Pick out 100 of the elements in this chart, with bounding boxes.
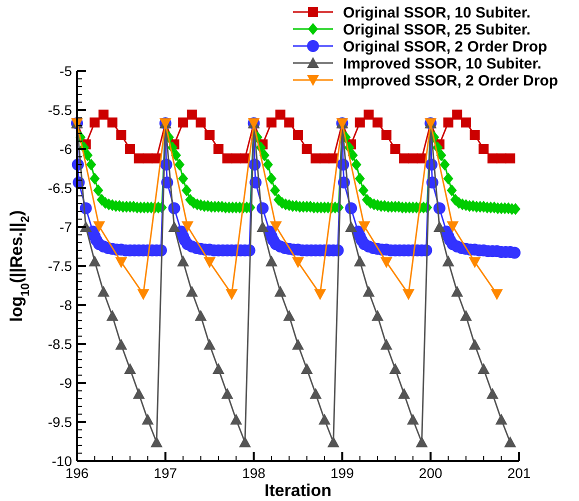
point [300,362,313,374]
point [177,255,190,266]
y-tick-label: -5.5 [48,102,72,118]
y-tick-label: -6 [60,140,72,157]
point [186,286,198,297]
point [221,388,234,399]
x-tick-label: 197 [154,465,178,481]
point [132,388,145,399]
point [358,221,370,232]
x-tick-label: 201 [507,465,531,481]
point [372,310,384,321]
point [354,117,365,128]
point [186,110,197,120]
point [487,153,498,164]
point [106,310,118,321]
point [284,117,294,128]
point [125,144,136,154]
point [90,117,100,128]
point [107,117,118,128]
point [468,338,481,350]
point [275,110,286,120]
point [302,144,312,154]
point [416,436,428,448]
point [490,289,503,300]
point [292,257,304,268]
point [182,221,194,232]
point [504,436,516,448]
point [452,110,462,120]
legend-label: Improved SSOR, 2 Order Drop [343,72,558,90]
point [266,117,276,128]
point [310,153,321,164]
point [470,130,480,140]
point [505,153,516,164]
point [226,289,238,300]
point [446,221,459,232]
point [238,436,251,448]
point [372,117,383,128]
point [98,286,110,297]
y-tick-label: -7.5 [48,258,72,274]
point [150,436,163,448]
point [293,130,303,140]
legend-label: Original SSOR, 2 Order Drop [343,38,548,56]
point [380,338,392,350]
point [495,414,508,425]
point [274,286,286,297]
point [314,289,326,300]
point [137,289,150,300]
legend-label: Original SSOR, 10 Subiter. [343,4,531,22]
point [443,117,454,128]
point [115,338,128,350]
y-tick-label: -6.5 [48,180,72,196]
y-tick-label: -9.5 [48,414,72,430]
point [196,117,206,128]
point [468,257,481,268]
point [204,130,215,140]
point [168,221,180,232]
point [380,257,392,268]
point [318,414,331,425]
point [390,144,400,154]
legend-label: Improved SSOR, 10 Subiter. [343,55,542,72]
y-tick-label: -9 [60,374,72,391]
point [406,414,419,425]
point [460,310,472,321]
point [178,117,188,128]
point [327,436,340,448]
x-axis-title: Iteration [264,481,332,500]
point [142,414,154,425]
point [478,144,489,154]
point [381,130,392,140]
x-tick-label: 200 [418,465,442,481]
point [398,388,410,399]
point [212,362,224,374]
y-tick-label: -8.5 [48,336,72,352]
point [204,257,216,268]
point [399,153,410,164]
y-tick-label: -8 [60,296,72,313]
x-tick-label: 198 [242,465,266,481]
point [354,255,366,266]
point [486,388,498,399]
y-tick-label: -7 [60,218,72,235]
point [460,117,471,128]
point [442,255,454,266]
point [124,362,136,374]
x-tick-label: 199 [330,465,354,481]
point [88,255,101,266]
point [204,338,216,350]
point [194,310,207,321]
point [98,110,109,120]
point [451,286,464,297]
point [389,362,402,374]
point [115,257,128,268]
point [265,255,278,266]
point [345,221,358,232]
legend-label: Original SSOR, 25 Subiter. [343,21,531,38]
point [230,414,242,425]
point [116,130,126,140]
point [478,362,490,374]
y-tick-label: -5 [60,62,72,79]
point [364,110,374,120]
point [213,144,224,154]
